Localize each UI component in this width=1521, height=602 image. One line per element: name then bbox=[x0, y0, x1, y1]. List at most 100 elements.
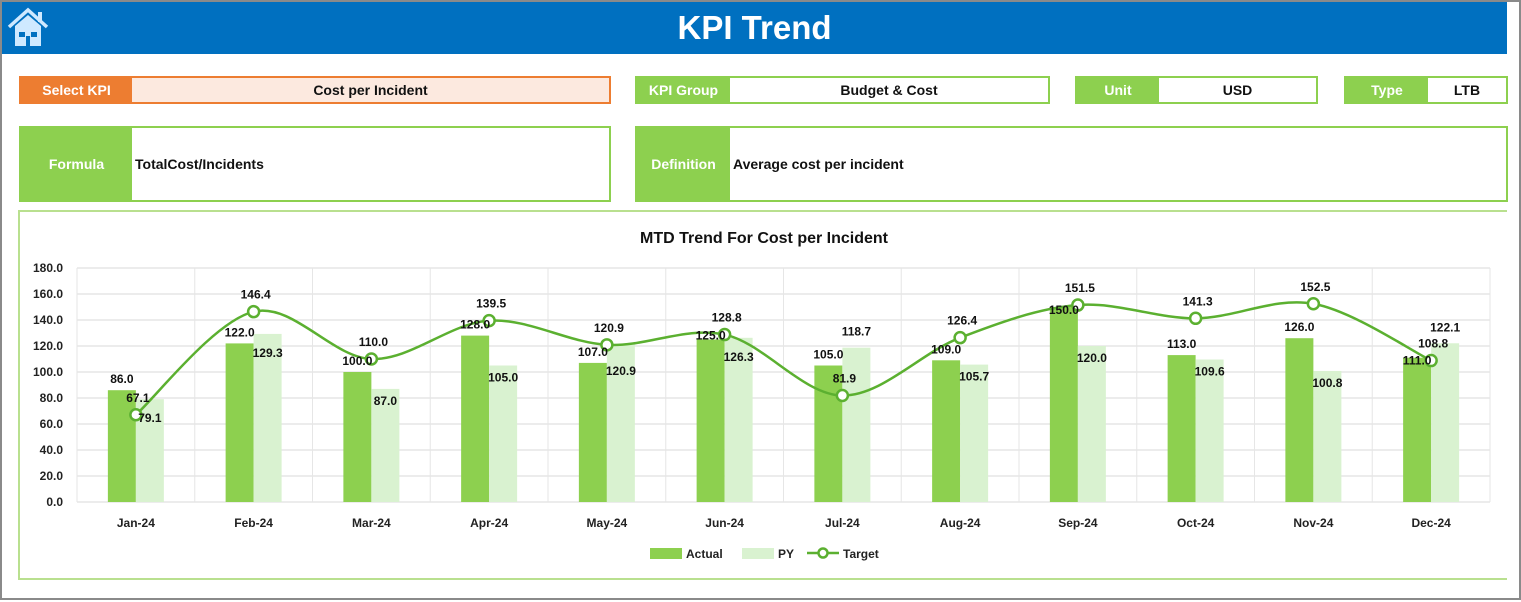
target-marker bbox=[129, 408, 143, 422]
type-value: LTB bbox=[1453, 82, 1481, 98]
actual-data-label: 125.0 bbox=[696, 329, 726, 343]
actual-data-label: 122.0 bbox=[225, 325, 255, 339]
x-tick-label: Feb-24 bbox=[234, 516, 273, 530]
target-data-label: 139.5 bbox=[476, 297, 506, 311]
py-data-label: 118.7 bbox=[842, 325, 872, 339]
x-tick-label: Dec-24 bbox=[1411, 516, 1451, 530]
actual-data-label: 150.0 bbox=[1049, 303, 1079, 317]
unit-label: Unit bbox=[1077, 78, 1159, 102]
y-tick-label: 140.0 bbox=[33, 313, 63, 327]
bar-actual bbox=[1403, 357, 1432, 502]
bar-py bbox=[724, 337, 753, 502]
x-tick-label: Jun-24 bbox=[705, 516, 744, 530]
select-kpi-label: Select KPI bbox=[21, 78, 132, 102]
chart-title: MTD Trend For Cost per Incident bbox=[640, 230, 889, 247]
x-tick-label: Apr-24 bbox=[470, 516, 508, 530]
y-tick-label: 100.0 bbox=[33, 365, 63, 379]
bar-actual bbox=[225, 343, 254, 502]
target-data-label: 128.8 bbox=[712, 311, 742, 325]
x-tick-label: Aug-24 bbox=[940, 516, 981, 530]
chart-panel bbox=[18, 210, 1507, 580]
x-tick-label: Sep-24 bbox=[1058, 516, 1098, 530]
bar-actual bbox=[814, 365, 843, 502]
actual-data-label: 113.0 bbox=[1167, 337, 1197, 351]
x-tick-label: Mar-24 bbox=[352, 516, 391, 530]
target-data-label: 120.9 bbox=[594, 321, 624, 335]
type-label: Type bbox=[1346, 78, 1428, 102]
select-kpi-value[interactable]: Cost per Incident bbox=[132, 78, 609, 102]
bar-actual bbox=[1049, 307, 1078, 502]
formula-value: TotalCost/Incidents bbox=[135, 156, 264, 172]
y-tick-label: 80.0 bbox=[40, 391, 64, 405]
bar-py bbox=[1431, 343, 1460, 502]
bar-actual bbox=[932, 360, 961, 502]
target-data-label: 110.0 bbox=[359, 335, 389, 349]
target-data-label: 152.5 bbox=[1300, 280, 1330, 294]
target-marker bbox=[246, 304, 261, 319]
py-data-label: 100.8 bbox=[1312, 376, 1342, 390]
formula-label: Formula bbox=[21, 128, 132, 200]
formula-field: Formula TotalCost/Incidents bbox=[19, 126, 611, 202]
unit-value: USD bbox=[1222, 82, 1253, 98]
bar-actual bbox=[696, 339, 725, 502]
actual-data-label: 109.0 bbox=[931, 342, 961, 356]
bar-py bbox=[1195, 359, 1224, 502]
y-tick-label: 20.0 bbox=[40, 469, 64, 483]
actual-data-label: 105.0 bbox=[813, 348, 843, 362]
py-data-label: 120.9 bbox=[606, 364, 636, 378]
target-marker bbox=[953, 330, 967, 345]
home-icon[interactable] bbox=[6, 6, 50, 48]
py-data-label: 79.1 bbox=[138, 411, 162, 425]
target-data-label: 151.5 bbox=[1065, 281, 1095, 295]
actual-data-label: 126.0 bbox=[1284, 320, 1314, 334]
y-tick-label: 40.0 bbox=[40, 443, 64, 457]
y-tick-label: 160.0 bbox=[33, 287, 63, 301]
y-tick-label: 0.0 bbox=[46, 495, 63, 509]
bar-py bbox=[960, 364, 989, 502]
y-tick-label: 180.0 bbox=[33, 261, 63, 275]
actual-data-label: 86.0 bbox=[110, 372, 134, 386]
target-data-label: 126.4 bbox=[947, 314, 977, 328]
py-data-label: 87.0 bbox=[374, 394, 398, 408]
legend-actual-swatch bbox=[650, 548, 682, 559]
target-data-label: 81.9 bbox=[833, 372, 857, 386]
target-marker bbox=[364, 352, 379, 366]
py-data-label: 122.1 bbox=[1430, 320, 1460, 334]
x-tick-label: Nov-24 bbox=[1293, 516, 1333, 530]
select-kpi-field[interactable]: Select KPI Cost per Incident bbox=[19, 76, 611, 104]
definition-label: Definition bbox=[637, 128, 730, 200]
target-data-label: 67.1 bbox=[126, 391, 150, 405]
target-marker bbox=[1424, 353, 1438, 368]
target-data-label: 141.3 bbox=[1183, 294, 1213, 308]
y-tick-label: 60.0 bbox=[40, 417, 64, 431]
target-marker bbox=[1188, 311, 1203, 326]
bar-actual bbox=[343, 372, 372, 502]
bar-py bbox=[1077, 346, 1106, 502]
bar-py bbox=[253, 333, 282, 502]
legend-target-label: Target bbox=[843, 547, 879, 561]
py-data-label: 126.3 bbox=[724, 350, 754, 364]
target-marker bbox=[1306, 297, 1321, 311]
target-marker bbox=[600, 338, 614, 352]
actual-data-label: 128.0 bbox=[460, 318, 490, 332]
legend-target-marker bbox=[817, 547, 829, 559]
actual-data-label: 107.0 bbox=[578, 345, 608, 359]
unit-field: Unit USD bbox=[1075, 76, 1318, 104]
definition-field: Definition Average cost per incident bbox=[635, 126, 1508, 202]
py-data-label: 129.3 bbox=[253, 346, 283, 360]
target-marker bbox=[482, 313, 496, 328]
bar-py bbox=[1313, 370, 1342, 502]
target-marker bbox=[717, 327, 732, 342]
legend-actual-label: Actual bbox=[686, 547, 723, 561]
kpi-group-field: KPI Group Budget & Cost bbox=[635, 76, 1050, 104]
target-line bbox=[135, 301, 1432, 416]
type-field: Type LTB bbox=[1344, 76, 1508, 104]
bar-py bbox=[371, 388, 400, 502]
kpi-group-value: Budget & Cost bbox=[840, 82, 938, 98]
legend-py-label: PY bbox=[778, 547, 794, 561]
bar-py bbox=[489, 365, 518, 502]
bar-actual bbox=[1285, 338, 1314, 502]
y-tick-label: 120.0 bbox=[33, 339, 63, 353]
x-tick-label: May-24 bbox=[587, 516, 628, 530]
